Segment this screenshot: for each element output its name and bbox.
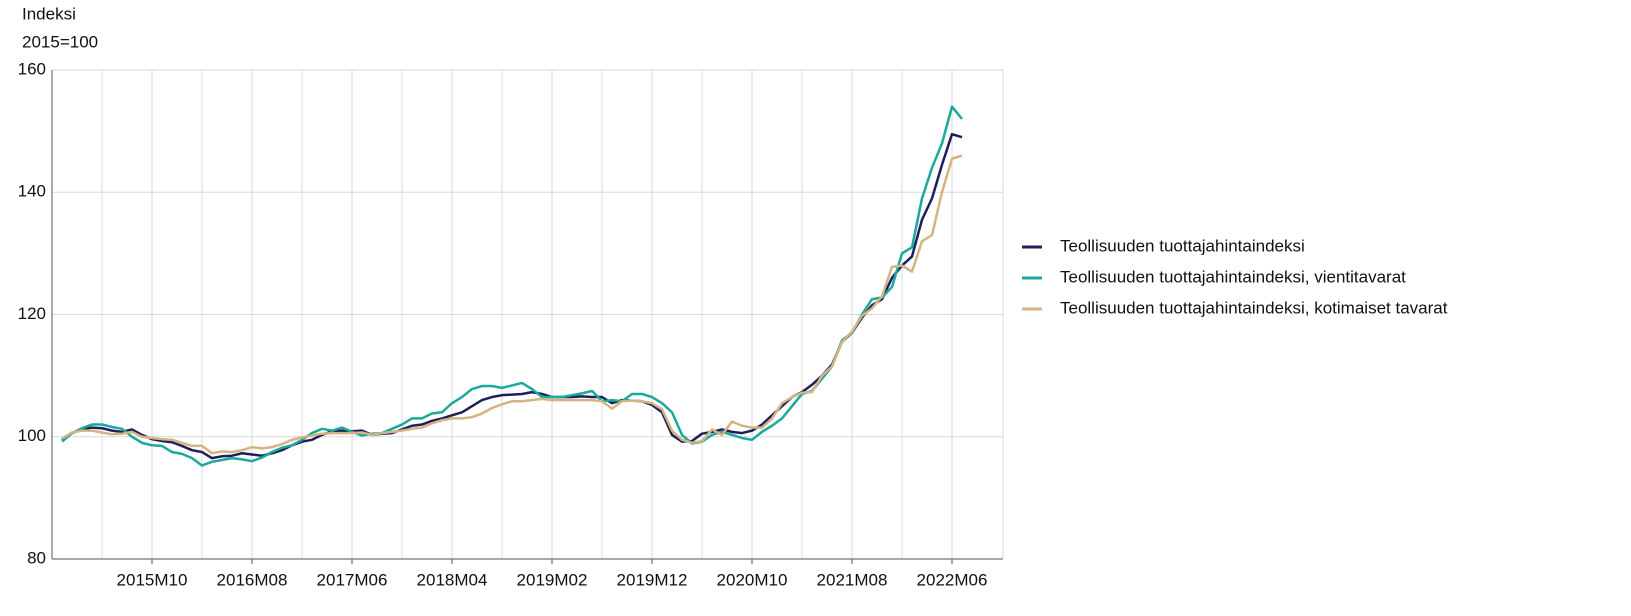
y-axis-label: 2015=100 <box>22 32 98 51</box>
y-tick-label: 120 <box>18 304 46 323</box>
y-tick-label: 80 <box>27 548 46 567</box>
y-axis-label: Indeksi <box>22 4 76 23</box>
y-tick-label: 100 <box>18 426 46 445</box>
legend-label: Teollisuuden tuottajahintaindeksi, vient… <box>1060 267 1406 286</box>
y-tick-label: 160 <box>18 59 46 78</box>
series-line <box>61 132 963 460</box>
legend-label: Teollisuuden tuottajahintaindeksi <box>1060 236 1305 255</box>
y-tick-label: 140 <box>18 182 46 201</box>
legend-label: Teollisuuden tuottajahintaindeksi, kotim… <box>1060 298 1448 317</box>
x-tick-label: 2020M10 <box>717 570 788 589</box>
x-tick-label: 2015M10 <box>117 570 188 589</box>
x-tick-label: 2018M04 <box>417 570 488 589</box>
series-line <box>61 105 963 467</box>
x-tick-label: 2021M08 <box>817 570 888 589</box>
x-tick-label: 2019M02 <box>517 570 588 589</box>
x-tick-label: 2016M08 <box>217 570 288 589</box>
x-tick-label: 2017M06 <box>317 570 388 589</box>
series-line <box>61 154 963 455</box>
x-tick-label: 2022M06 <box>917 570 988 589</box>
x-tick-label: 2019M12 <box>617 570 688 589</box>
